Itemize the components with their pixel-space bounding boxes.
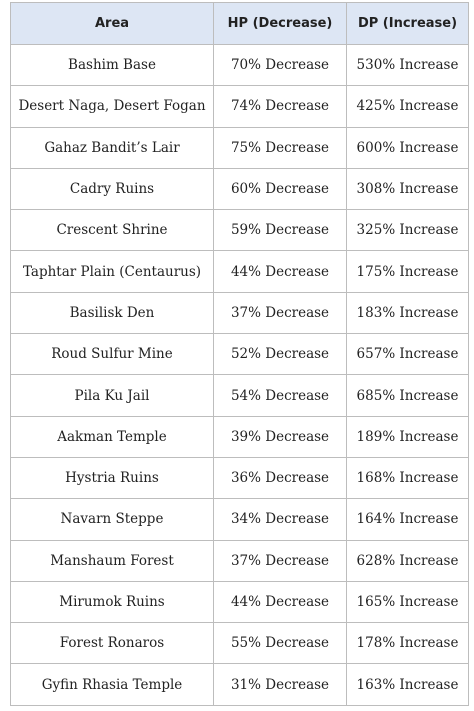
table-cell: 685% Increase (346, 374, 469, 417)
table-cell: 52% Decrease (213, 333, 347, 376)
table-cell: Hystria Ruins (10, 456, 214, 500)
table-row: Desert Naga, Desert Fogan 74% Decrease 425… (10, 85, 469, 128)
table-cell: 54% Decrease (213, 374, 347, 417)
table-cell: Crescent Shrine (10, 209, 214, 252)
header-cell: DP (Increase) (346, 2, 469, 45)
table-cell: 37% Decrease (213, 291, 347, 335)
header-cell: Area (10, 2, 214, 45)
table-cell: Bashim Base (10, 43, 214, 87)
table-cell: 37% Decrease (213, 539, 347, 582)
table-cell: Navarn Steppe (10, 498, 214, 541)
table-cell: Roud Sulfur Mine (10, 333, 214, 376)
table-cell: 628% Increase (346, 539, 469, 582)
table-cell: 425% Increase (346, 85, 469, 128)
table-cell: 175% Increase (346, 250, 469, 293)
table-cell: 70% Decrease (213, 43, 347, 87)
table-cell: Forest Ronaros (10, 622, 214, 665)
table-cell: 55% Decrease (213, 622, 347, 665)
table-row: Crescent Shrine 59% Decrease 325% Increase (10, 209, 469, 252)
table-row: Hystria Ruins 36% Decrease 168% Increase (10, 456, 469, 500)
table-row: Manshaum Forest 37% Decrease 628% Increase (10, 539, 469, 582)
table-row: Bashim Base 70% Decrease 530% Increase (10, 43, 469, 87)
table-row: Mirumok Ruins 44% Decrease 165% Increase (10, 580, 469, 624)
table-cell: 530% Increase (346, 43, 469, 87)
header-cell: HP (Decrease) (213, 2, 347, 45)
table-cell: 39% Decrease (213, 415, 347, 458)
table-row: Basilisk Den 37% Decrease 183% Increase (10, 291, 469, 335)
table-cell: Cadry Ruins (10, 167, 214, 211)
table-cell: 168% Increase (346, 456, 469, 500)
table-cell: 74% Decrease (213, 85, 347, 128)
table-cell: 325% Increase (346, 209, 469, 252)
table-body: Bashim Base 70% Decrease 530% Increase Dese… (10, 43, 469, 706)
table-cell: Desert Naga, Desert Fogan (10, 85, 214, 128)
table-row: Navarn Steppe 34% Decrease 164% Increase (10, 498, 469, 541)
table-cell: 189% Increase (346, 415, 469, 458)
table-cell: 165% Increase (346, 580, 469, 624)
table-cell: Gahaz Bandit’s Lair (10, 126, 214, 169)
table-cell: 600% Increase (346, 126, 469, 169)
table-row: Taphtar Plain (Centaurus) 44% Decrease 175… (10, 250, 469, 293)
table-cell: 34% Decrease (213, 498, 347, 541)
table-cell: 59% Decrease (213, 209, 347, 252)
table-cell: 44% Decrease (213, 250, 347, 293)
table-cell: 36% Decrease (213, 456, 347, 500)
table-row: Cadry Ruins 60% Decrease 308% Increase (10, 167, 469, 211)
data-table: Area HP (Decrease) DP (Increase) Bashim Ba… (10, 2, 469, 706)
table-cell: Gyfin Rhasia Temple (10, 663, 214, 706)
table-row: Roud Sulfur Mine 52% Decrease 657% Increas… (10, 333, 469, 376)
table-cell: 164% Increase (346, 498, 469, 541)
table-cell: 178% Increase (346, 622, 469, 665)
table-cell: Taphtar Plain (Centaurus) (10, 250, 214, 293)
table-cell: 163% Increase (346, 663, 469, 706)
table-cell: Pila Ku Jail (10, 374, 214, 417)
table-cell: 31% Decrease (213, 663, 347, 706)
table-cell: 44% Decrease (213, 580, 347, 624)
table-cell: 60% Decrease (213, 167, 347, 211)
table-row: Gahaz Bandit’s Lair 75% Decrease 600% Incr… (10, 126, 469, 169)
table-cell: 75% Decrease (213, 126, 347, 169)
table-cell: Mirumok Ruins (10, 580, 214, 624)
table-row: Forest Ronaros 55% Decrease 178% Increase (10, 622, 469, 665)
table-row: Gyfin Rhasia Temple 31% Decrease 163% Incr… (10, 663, 469, 706)
table-cell: 308% Increase (346, 167, 469, 211)
table-row: Pila Ku Jail 54% Decrease 685% Increase (10, 374, 469, 417)
table-cell: 183% Increase (346, 291, 469, 335)
table-row: Aakman Temple 39% Decrease 189% Increase (10, 415, 469, 458)
table-cell: 657% Increase (346, 333, 469, 376)
table-cell: Manshaum Forest (10, 539, 214, 582)
table-cell: Basilisk Den (10, 291, 214, 335)
table-cell: Aakman Temple (10, 415, 214, 458)
header-row: Area HP (Decrease) DP (Increase) (10, 2, 469, 45)
